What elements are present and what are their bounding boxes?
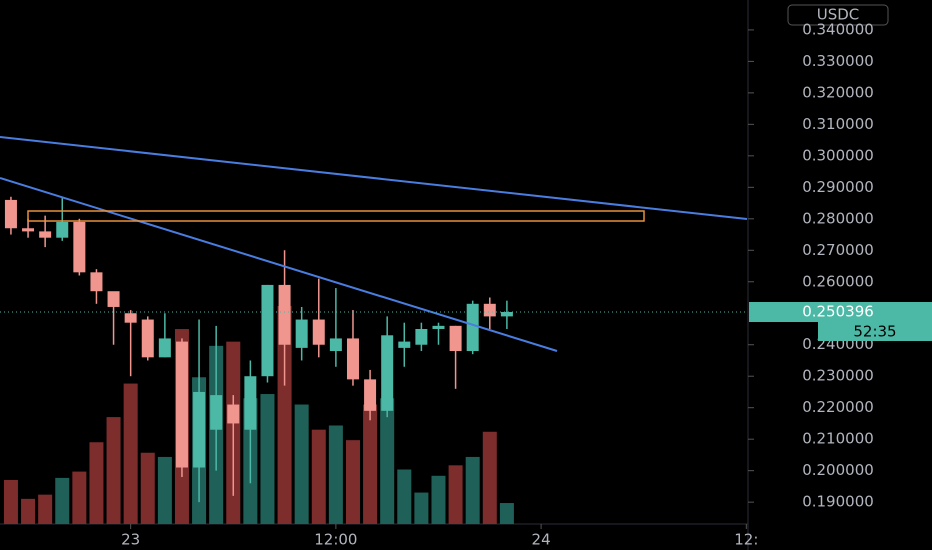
y-tick-label: 0.210000 (802, 430, 874, 448)
candle-body (449, 325, 462, 352)
candle-body (278, 284, 291, 345)
volume-bar (260, 394, 275, 524)
y-tick-label: 0.270000 (802, 241, 874, 259)
candle-body (141, 319, 154, 358)
candle-body (312, 319, 325, 345)
volume-bar (277, 306, 292, 524)
candle-body (415, 328, 428, 345)
volume-bar (157, 456, 172, 524)
last-price-label: 0.250396 (802, 303, 874, 321)
candle-body (261, 284, 274, 377)
y-tick-label: 0.290000 (802, 178, 874, 196)
candle-body (227, 404, 240, 424)
candle-body (158, 338, 171, 358)
candle-body (466, 303, 479, 352)
candle-body (90, 272, 103, 292)
volume-bar (294, 404, 309, 524)
candle-body (432, 325, 445, 329)
candle-body (22, 228, 35, 232)
y-tick-label: 0.260000 (802, 272, 874, 290)
volume-bar (21, 498, 36, 524)
volume-bar (465, 456, 480, 524)
volume-bar (380, 398, 395, 524)
candle-body (193, 391, 206, 468)
trend-line (0, 136, 748, 220)
currency-badge (787, 4, 889, 26)
x-tick-label: 12:00 (314, 531, 357, 549)
volume-bar (72, 471, 87, 524)
volume-bar (397, 469, 412, 524)
volume-bar (482, 431, 497, 524)
plot (3, 196, 514, 524)
y-tick-label: 0.190000 (802, 493, 874, 511)
candle-body (56, 221, 69, 238)
y-tick-label: 0.330000 (802, 52, 874, 70)
candle-body (329, 338, 342, 352)
candle-body (346, 338, 359, 380)
x-tick-label: 23 (121, 531, 140, 549)
candle-body (210, 395, 223, 430)
x-tick-label: 24 (532, 531, 551, 549)
volume-bar (38, 494, 53, 524)
volume-bar (431, 475, 446, 524)
volume-bar (311, 429, 326, 524)
volume-bar (499, 503, 514, 524)
volume-bar (89, 442, 104, 524)
y-tick-label: 0.230000 (802, 367, 874, 385)
candle-body (295, 319, 308, 348)
y-tick-label: 0.340000 (802, 20, 874, 38)
candle-body (483, 303, 496, 317)
trend-line (0, 177, 558, 352)
candle-body (175, 341, 188, 468)
y-tick-label: 0.300000 (802, 146, 874, 164)
candle-body (39, 231, 52, 238)
candle-body (500, 312, 513, 317)
last-price-box (749, 302, 932, 323)
y-tick-label: 0.220000 (802, 398, 874, 416)
countdown-box (818, 322, 932, 342)
zone-rectangle (27, 210, 645, 222)
candle-body (381, 335, 394, 411)
candle-body (244, 376, 257, 430)
candle-body (4, 199, 17, 229)
x-tick-label: 12: (734, 531, 758, 549)
volume-bar (328, 425, 343, 524)
candle-body (398, 341, 411, 348)
volume-bar (414, 492, 429, 524)
volume-bar (140, 452, 155, 524)
volume-bar (448, 465, 463, 524)
currency-label: USDC (817, 6, 860, 24)
y-tick-label: 0.320000 (802, 83, 874, 101)
volume-bar (55, 477, 70, 524)
y-tick-label: 0.310000 (802, 115, 874, 133)
y-tick-label: 0.280000 (802, 209, 874, 227)
volume-bar (3, 479, 18, 524)
countdown-label: 52:35 (853, 323, 896, 341)
candle-body (364, 379, 377, 411)
volume-bar (123, 383, 138, 524)
volume-bar (363, 404, 378, 524)
volume-bar (345, 440, 360, 524)
candle-body (73, 221, 86, 273)
candle-body (107, 291, 120, 307)
candle-body (124, 313, 137, 323)
y-tick-label: 0.200000 (802, 461, 874, 479)
volume-bar (106, 417, 121, 524)
